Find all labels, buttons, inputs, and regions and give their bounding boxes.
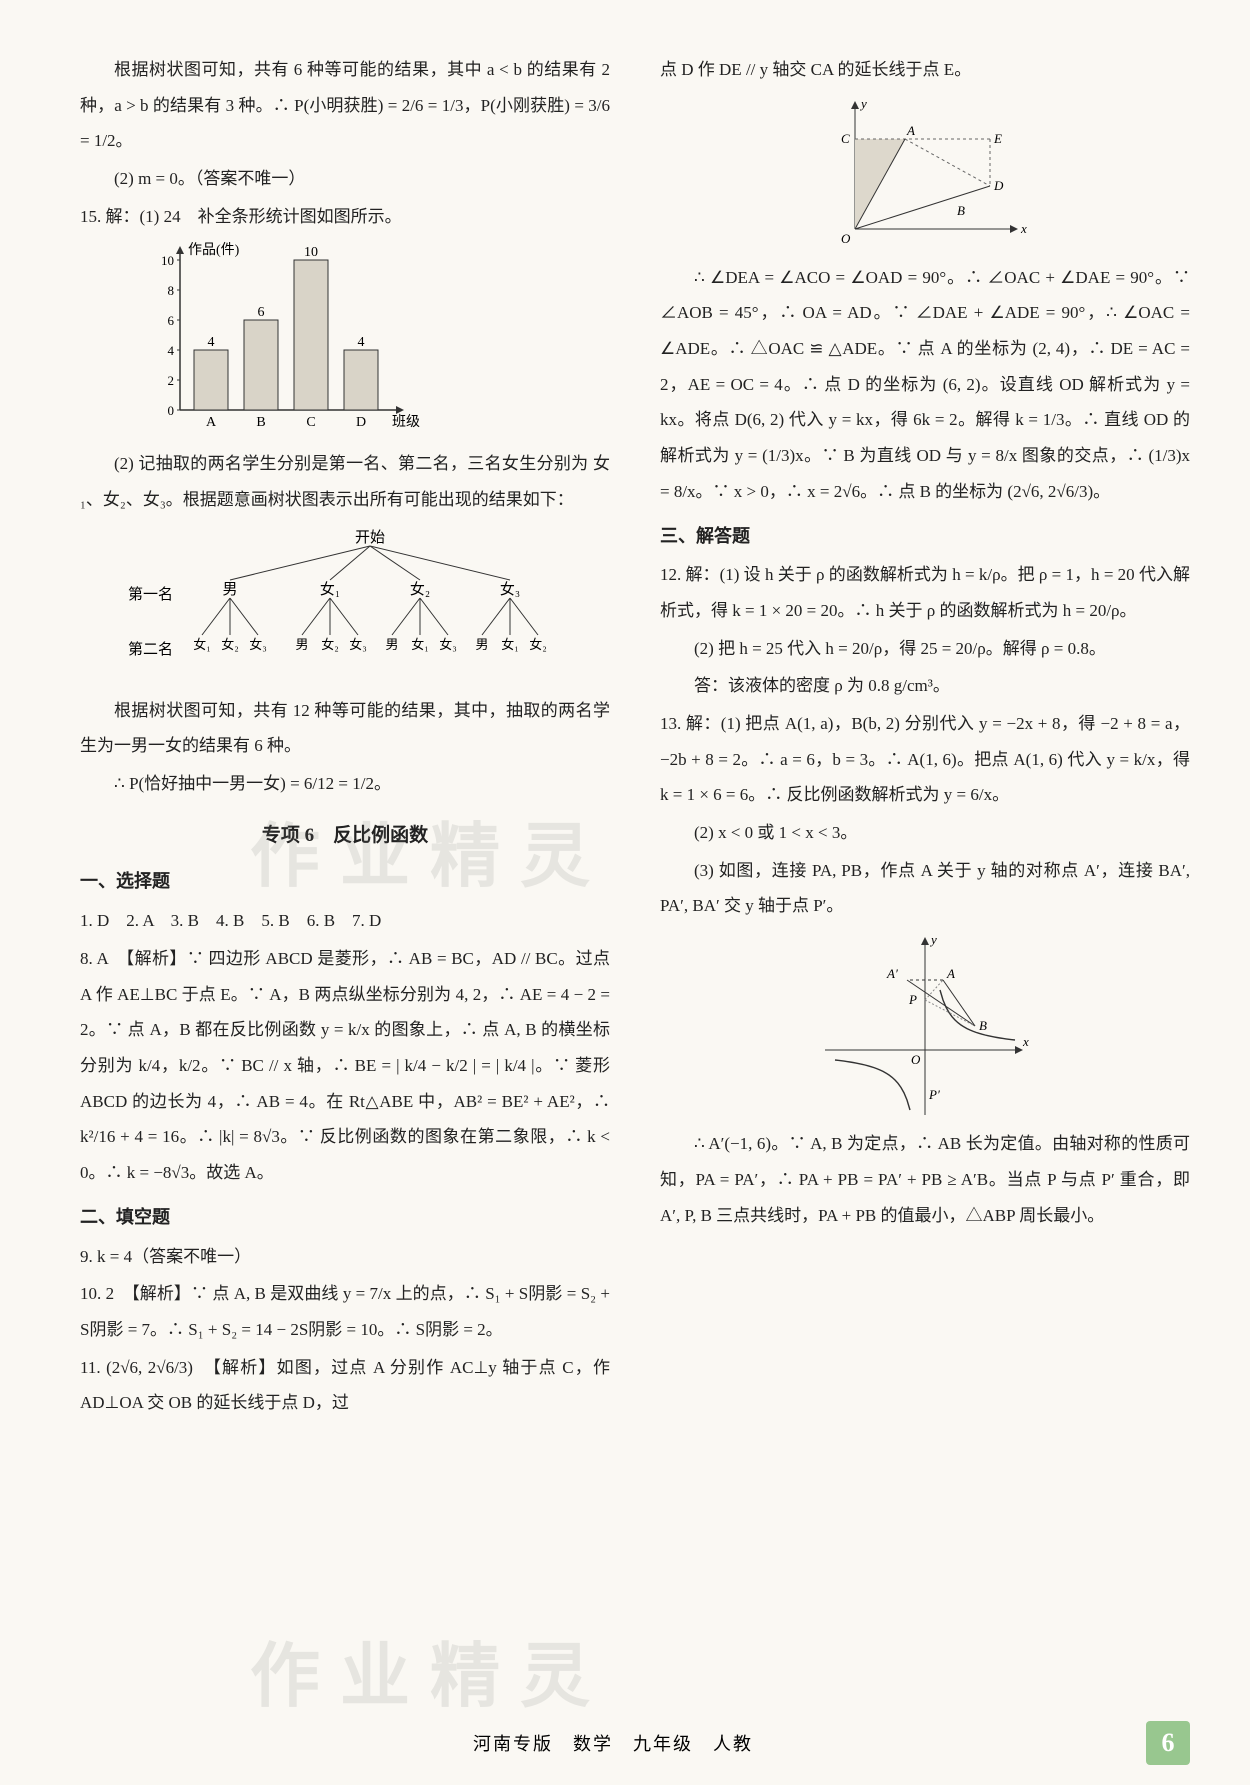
text: 根据树状图可知，共有 6 种等可能的结果，其中 a < b 的结果有 2 种，a… <box>80 52 610 159</box>
q12b: (2) 把 h = 25 代入 h = 20/ρ，得 25 = 20/ρ。解得 … <box>660 631 1190 667</box>
text: (2) 记抽取的两名学生分别是第一名、第二名，三名女生分别为 女₁、女₂、女₃。… <box>80 446 610 517</box>
q12c: 答：该液体的密度 ρ 为 0.8 g/cm³。 <box>660 668 1190 704</box>
svg-text:x: x <box>1020 221 1027 236</box>
svg-text:女₂: 女₂ <box>321 637 339 652</box>
svg-text:女₂: 女₂ <box>221 637 239 652</box>
right-column: 点 D 作 DE // y 轴交 CA 的延长线于点 E。 C A E D B Ox y ∴… <box>660 50 1190 1745</box>
q15-head: 15. 解：(1) 24 补全条形统计图如图所示。 <box>80 199 610 235</box>
svg-text:A: A <box>206 415 217 430</box>
text: 点 D 作 DE // y 轴交 CA 的延长线于点 E。 <box>660 52 1190 88</box>
svg-text:O: O <box>911 1052 921 1067</box>
text: ∴ ∠DEA = ∠ACO = ∠OAD = 90°。∴ ∠OAC + ∠DAE… <box>660 260 1190 510</box>
svg-text:O: O <box>841 231 851 246</box>
svg-text:8: 8 <box>168 283 175 298</box>
svg-text:男: 男 <box>385 637 398 652</box>
svg-text:4: 4 <box>208 335 215 350</box>
svg-text:女₂: 女₂ <box>410 580 430 598</box>
svg-text:A′: A′ <box>886 966 898 981</box>
svg-text:x: x <box>1022 1034 1029 1049</box>
svg-text:y: y <box>929 932 937 947</box>
svg-text:P: P <box>908 992 917 1007</box>
svg-text:2: 2 <box>168 373 175 388</box>
tree-diagram: 开始第一名第二名男女₁女₂女₃女₁男女₂女₃女₂男女₁女₃女₃男女₁女₂ <box>110 524 570 674</box>
svg-text:C: C <box>306 415 315 430</box>
svg-text:男: 男 <box>475 637 488 652</box>
text: 根据树状图可知，共有 12 种等可能的结果，其中，抽取的两名学生为一男一女的结果… <box>80 693 610 764</box>
page-number: 6 <box>1146 1721 1190 1765</box>
subhead-fill: 二、填空题 <box>80 1199 610 1237</box>
svg-text:第一名: 第一名 <box>128 585 173 603</box>
q13a: 13. 解：(1) 把点 A(1, a)，B(b, 2) 分别代入 y = −2… <box>660 706 1190 813</box>
svg-text:B: B <box>979 1018 987 1033</box>
subhead-choice: 一、选择题 <box>80 863 610 901</box>
svg-text:第二名: 第二名 <box>128 640 173 658</box>
footer-text: 河南专版 数学 九年级 人教 <box>80 1730 1146 1756</box>
svg-text:0: 0 <box>168 403 175 418</box>
svg-text:D: D <box>993 178 1004 193</box>
section-title: 专项 6 反比例函数 <box>80 816 610 856</box>
subhead-solve: 三、解答题 <box>660 518 1190 556</box>
svg-text:4: 4 <box>168 343 175 358</box>
svg-text:10: 10 <box>161 253 174 268</box>
svg-text:B: B <box>957 203 965 218</box>
svg-text:女₁: 女₁ <box>411 637 429 652</box>
svg-text:女₁: 女₁ <box>501 637 519 652</box>
svg-text:10: 10 <box>304 245 318 260</box>
svg-text:4: 4 <box>358 335 365 350</box>
svg-text:y: y <box>859 96 867 111</box>
svg-text:女₂: 女₂ <box>529 637 547 652</box>
svg-text:D: D <box>356 415 366 430</box>
svg-text:E: E <box>993 131 1002 146</box>
svg-text:女₃: 女₃ <box>349 637 367 652</box>
svg-text:女₃: 女₃ <box>500 580 520 598</box>
svg-text:6: 6 <box>258 305 265 320</box>
bar-chart: 0 2 4 6 8 10 4 A 6 B 10 C 4 D 作品(件) 班级 <box>140 240 420 440</box>
text: ∴ P(恰好抽中一男一女) = 6/12 = 1/2。 <box>80 766 610 802</box>
answers-row: 1. D 2. A 3. B 4. B 5. B 6. B 7. D <box>80 903 610 939</box>
svg-text:P′: P′ <box>928 1087 940 1102</box>
figure-1: C A E D B Ox y <box>815 94 1035 254</box>
svg-text:A: A <box>946 966 955 981</box>
footer: 河南专版 数学 九年级 人教 6 <box>80 1721 1190 1765</box>
text: (2) m = 0。（答案不唯一） <box>80 161 610 197</box>
svg-text:女₁: 女₁ <box>193 637 211 652</box>
q9: 9. k = 4（答案不唯一） <box>80 1239 610 1275</box>
svg-text:6: 6 <box>168 313 175 328</box>
q10: 10. 2 【解析】∵ 点 A, B 是双曲线 y = 7/x 上的点，∴ S₁… <box>80 1276 610 1347</box>
figure-2: A A′ B P P′ Ox y <box>815 930 1035 1120</box>
svg-text:女₃: 女₃ <box>439 637 457 652</box>
svg-text:开始: 开始 <box>355 529 385 546</box>
svg-text:男: 男 <box>222 582 237 598</box>
svg-text:A: A <box>906 123 915 138</box>
svg-text:男: 男 <box>295 637 308 652</box>
svg-text:女₁: 女₁ <box>320 580 340 598</box>
svg-text:B: B <box>256 415 265 430</box>
q8-analysis: 8. A 【解析】∵ 四边形 ABCD 是菱形，∴ AB = BC，AD // … <box>80 941 610 1191</box>
svg-text:女₃: 女₃ <box>249 637 267 652</box>
svg-text:C: C <box>841 131 850 146</box>
q11: 11. (2√6, 2√6/3) 【解析】如图，过点 A 分别作 AC⊥y 轴于… <box>80 1350 610 1421</box>
q13b: (2) x < 0 或 1 < x < 3。 <box>660 815 1190 851</box>
svg-text:作品(件): 作品(件) <box>188 242 240 258</box>
text: ∴ A′(−1, 6)。∵ A, B 为定点，∴ AB 长为定值。由轴对称的性质… <box>660 1126 1190 1233</box>
q12: 12. 解：(1) 设 h 关于 ρ 的函数解析式为 h = k/ρ。把 ρ =… <box>660 557 1190 628</box>
left-column: 根据树状图可知，共有 6 种等可能的结果，其中 a < b 的结果有 2 种，a… <box>80 50 610 1745</box>
q13c: (3) 如图，连接 PA, PB，作点 A 关于 y 轴的对称点 A′，连接 B… <box>660 853 1190 924</box>
svg-text:班级: 班级 <box>392 414 420 430</box>
